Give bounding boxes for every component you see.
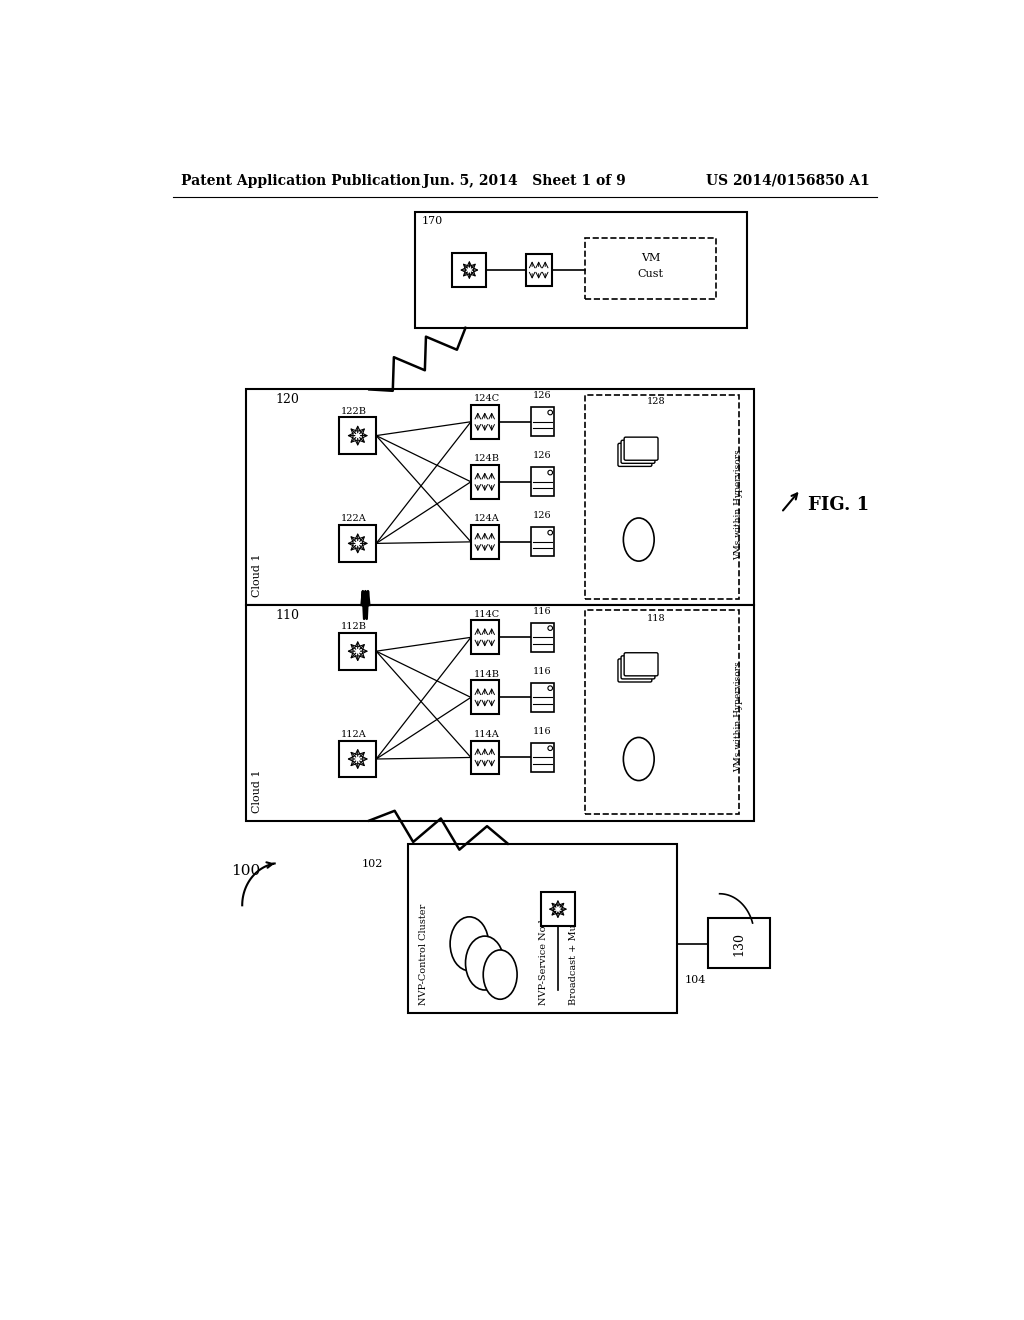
Text: 124A: 124A: [474, 515, 500, 524]
Circle shape: [548, 626, 553, 631]
Bar: [708, 919, 770, 969]
Text: Broadcast + Multicast: Broadcast + Multicast: [569, 894, 579, 1006]
Text: 128: 128: [646, 397, 665, 407]
FancyBboxPatch shape: [617, 444, 652, 466]
Text: Cloud 1: Cloud 1: [252, 554, 262, 598]
Ellipse shape: [624, 738, 654, 780]
Text: 124C: 124C: [474, 395, 500, 404]
Text: US 2014/0156850 A1: US 2014/0156850 A1: [706, 174, 869, 187]
Text: 126: 126: [532, 391, 551, 400]
Text: FIG. 1: FIG. 1: [808, 496, 869, 513]
Circle shape: [548, 470, 553, 475]
Bar: [531, 743, 554, 772]
Text: 122A: 122A: [341, 515, 367, 524]
Bar: [541, 892, 574, 927]
FancyBboxPatch shape: [621, 441, 655, 463]
Text: 118: 118: [646, 614, 665, 623]
Text: Patent Application Publication: Patent Application Publication: [180, 174, 420, 187]
Ellipse shape: [624, 517, 654, 561]
Bar: [471, 405, 499, 438]
Text: 112A: 112A: [341, 730, 367, 739]
Text: 114A: 114A: [474, 730, 500, 739]
Bar: [408, 843, 677, 1014]
FancyBboxPatch shape: [625, 437, 658, 461]
Bar: [531, 682, 554, 711]
Bar: [585, 395, 739, 599]
Text: VMs within Hypervisors: VMs within Hypervisors: [734, 661, 742, 772]
Bar: [339, 525, 376, 562]
Bar: [339, 741, 376, 777]
Text: VMs within Hypervisors: VMs within Hypervisors: [734, 450, 742, 560]
Text: 116: 116: [532, 667, 551, 676]
Ellipse shape: [451, 917, 488, 970]
Text: 116: 116: [532, 727, 551, 737]
Text: 122B: 122B: [341, 407, 367, 416]
Bar: [416, 213, 746, 327]
Bar: [453, 253, 486, 286]
Text: 170: 170: [422, 216, 442, 226]
Bar: [471, 620, 499, 655]
Text: 102: 102: [361, 859, 383, 869]
Bar: [525, 253, 552, 286]
Circle shape: [548, 411, 553, 414]
Bar: [471, 681, 499, 714]
Circle shape: [548, 531, 553, 535]
Bar: [471, 465, 499, 499]
Text: Cust: Cust: [637, 268, 664, 279]
Text: 100: 100: [230, 863, 260, 878]
Bar: [246, 389, 755, 605]
FancyBboxPatch shape: [617, 659, 652, 682]
FancyBboxPatch shape: [625, 653, 658, 676]
Text: 104: 104: [685, 974, 707, 985]
Circle shape: [548, 746, 553, 751]
Bar: [585, 610, 739, 814]
Text: 120: 120: [275, 393, 299, 407]
Text: 126: 126: [532, 511, 551, 520]
Bar: [531, 527, 554, 557]
Text: NVP-Control Cluster: NVP-Control Cluster: [419, 904, 428, 1006]
Ellipse shape: [483, 950, 517, 999]
Bar: [471, 525, 499, 558]
Bar: [531, 623, 554, 652]
Text: NVP-Service Node: NVP-Service Node: [539, 913, 548, 1006]
Text: VM: VM: [641, 253, 660, 263]
Text: 112B: 112B: [341, 622, 367, 631]
Text: 126: 126: [532, 451, 551, 461]
Bar: [471, 741, 499, 775]
Circle shape: [548, 686, 553, 690]
Bar: [339, 632, 376, 669]
Text: 124B: 124B: [474, 454, 500, 463]
Text: Cloud 1: Cloud 1: [252, 770, 262, 813]
Ellipse shape: [466, 936, 504, 990]
Bar: [246, 605, 755, 821]
Bar: [339, 417, 376, 454]
Text: 116: 116: [532, 607, 551, 615]
Text: 114B: 114B: [474, 671, 500, 678]
FancyBboxPatch shape: [621, 656, 655, 678]
Text: 130: 130: [732, 932, 745, 956]
Text: 110: 110: [275, 609, 299, 622]
Bar: [531, 467, 554, 496]
Text: 114C: 114C: [474, 610, 500, 619]
Text: Jun. 5, 2014   Sheet 1 of 9: Jun. 5, 2014 Sheet 1 of 9: [424, 174, 626, 187]
Bar: [531, 407, 554, 437]
Bar: [585, 239, 716, 298]
